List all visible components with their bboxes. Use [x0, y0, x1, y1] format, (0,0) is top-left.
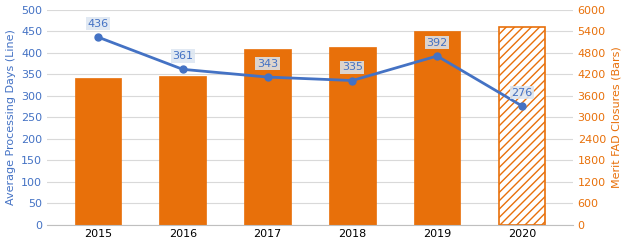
Y-axis label: Average Processing Days (Line): Average Processing Days (Line) — [6, 29, 16, 205]
Text: 392: 392 — [426, 38, 448, 48]
Y-axis label: Merit FAD Closures (Bars): Merit FAD Closures (Bars) — [611, 46, 621, 188]
Bar — [159, 76, 206, 225]
Bar — [75, 78, 121, 225]
Text: 436: 436 — [87, 19, 108, 29]
Bar — [498, 27, 545, 225]
Bar — [245, 49, 291, 225]
Bar — [414, 31, 460, 225]
Text: 361: 361 — [172, 51, 193, 61]
Text: 335: 335 — [342, 62, 363, 72]
Text: 343: 343 — [257, 59, 278, 69]
Bar — [329, 47, 376, 225]
Text: 276: 276 — [511, 87, 532, 98]
